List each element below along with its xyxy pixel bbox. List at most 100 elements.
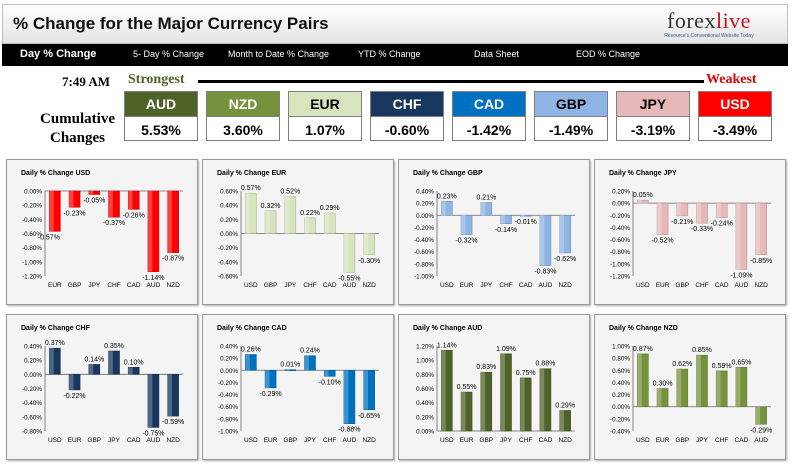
bar-highlight — [539, 368, 545, 431]
y-tick-label: -0.20% — [22, 203, 42, 210]
logo-accent: live — [715, 8, 751, 33]
bar-highlight — [696, 203, 701, 224]
x-tick-label: AUD — [147, 437, 161, 444]
logo-tagline: Resource's Conventional Website Today — [664, 33, 754, 39]
y-tick-label: -0.60% — [414, 249, 434, 256]
bar-highlight — [657, 388, 662, 407]
x-tick-label: EUR — [48, 282, 62, 289]
tab-bar: Day % Change 5- Day % Change Month to Da… — [2, 44, 788, 66]
tab-data-sheet[interactable]: Data Sheet — [474, 49, 520, 59]
x-tick-label: GBP — [283, 437, 297, 444]
y-tick-label: 0.20% — [416, 414, 434, 421]
bar-highlight — [284, 369, 290, 371]
data-label: 0.88% — [535, 361, 555, 368]
chart-panel: Daily % Change CHF 0.40% 0.20% 0.00% -0.20% -… — [6, 314, 198, 460]
currency-cumulative-value: -3.19% — [617, 116, 689, 141]
bar-chart: Daily % Change CAD 0.40% 0.20% 0.00% -0.20% -… — [217, 325, 380, 444]
data-label: -0.55% — [338, 275, 360, 282]
y-tick-label: 0.80% — [416, 372, 434, 379]
y-tick-label: -0.20% — [610, 416, 630, 423]
x-tick-label: NZD — [558, 282, 572, 289]
data-label: -0.52% — [651, 238, 673, 245]
cumulative-label: Cumulative Changes — [40, 110, 115, 148]
bar-highlight — [480, 372, 486, 431]
bar-highlight — [676, 203, 682, 216]
currency-cumulative-value: 1.07% — [289, 116, 361, 141]
tab-ytd-change[interactable]: YTD % Change — [358, 49, 421, 59]
currency-code: NZD — [207, 92, 279, 116]
y-tick-label: -0.60% — [22, 414, 42, 421]
y-tick-label: 0.20% — [220, 217, 238, 224]
bar-highlight — [88, 191, 94, 195]
tab-5-day-change[interactable]: 5- Day % Change — [133, 49, 205, 59]
data-label: 0.01% — [280, 362, 300, 369]
y-tick-label: 0.00% — [220, 231, 238, 238]
y-tick-label: -0.40% — [610, 429, 630, 436]
chart-panel: Daily % Change NZD 1.00% 0.80% 0.60% 0.40% 0.… — [594, 314, 786, 460]
bar — [264, 370, 277, 389]
y-tick-label: 0.00% — [612, 404, 630, 411]
y-tick-label: 0.40% — [220, 203, 238, 210]
bar-highlight — [245, 193, 250, 234]
currency-box-eur: EUR 1.07% — [288, 91, 362, 141]
data-label: 0.57% — [241, 185, 261, 192]
y-tick-label: -0.40% — [414, 237, 434, 244]
tab-eod-change[interactable]: EOD % Change — [576, 49, 641, 59]
x-tick-label: GBP — [675, 282, 689, 289]
data-label: 0.22% — [300, 210, 320, 217]
currency-box-aud: AUD 5.53% — [124, 91, 198, 141]
tab-month-to-date[interactable]: Month to Date % Change — [228, 49, 330, 59]
currency-cumulative-value: -3.49% — [699, 116, 771, 141]
bar-highlight — [559, 215, 565, 253]
currency-box-cad: CAD -1.42% — [452, 91, 526, 141]
bar-highlight — [147, 191, 153, 272]
x-tick-label: NZD — [166, 282, 180, 289]
bar — [460, 391, 473, 432]
x-tick-label: AUD — [343, 282, 357, 289]
x-tick-label: USD — [440, 437, 454, 444]
bar-highlight — [128, 367, 133, 375]
data-label: -0.65% — [358, 413, 380, 420]
bar-highlight — [500, 353, 505, 431]
x-tick-label: JPY — [284, 282, 297, 289]
bar-highlight — [324, 370, 329, 377]
data-label: 0.59% — [712, 363, 732, 370]
data-label: -0.37% — [103, 220, 125, 227]
x-tick-label: JPY — [108, 437, 121, 444]
strength-rule — [198, 80, 704, 83]
chart-title: Daily % Change JPY — [609, 170, 677, 177]
bar — [323, 212, 336, 234]
tab-day-change[interactable]: Day % Change — [20, 48, 97, 60]
data-label: -0.59% — [162, 419, 184, 426]
data-label: 0.87% — [633, 346, 653, 353]
bar-highlight — [500, 215, 505, 224]
x-tick-label: NZD — [362, 282, 376, 289]
x-tick-label: JPY — [480, 282, 493, 289]
x-tick-label: USD — [636, 282, 650, 289]
data-label: 0.55% — [457, 384, 477, 391]
bar — [696, 202, 708, 224]
x-tick-label: NZD — [558, 437, 572, 444]
y-tick-label: -0.40% — [218, 259, 238, 266]
x-tick-label: EUR — [68, 437, 82, 444]
currency-box-nzd: NZD 3.60% — [206, 91, 280, 141]
x-tick-label: CHF — [519, 437, 532, 444]
x-tick-label: USD — [244, 282, 258, 289]
x-tick-label: GBP — [264, 282, 278, 289]
x-tick-label: EUR — [264, 437, 278, 444]
bar-highlight — [676, 369, 682, 407]
bar-highlight — [304, 355, 309, 371]
y-tick-label: 0.00% — [416, 213, 434, 220]
chart-panel: Daily % Change USD 0.00% -0.20% -0.40% -0.60… — [6, 159, 198, 305]
data-label: 1.09% — [496, 346, 516, 353]
data-label: 0.23% — [437, 193, 457, 200]
y-tick-label: -0.80% — [414, 261, 434, 268]
y-tick-label: -0.80% — [22, 245, 42, 252]
currency-code: JPY — [617, 92, 689, 116]
bar — [460, 215, 473, 235]
chart-title: Daily % Change GBP — [413, 170, 483, 177]
y-tick-label: 0.20% — [612, 392, 630, 399]
bar-chart: Daily % Change EUR 0.60% 0.40% 0.20% 0.00% -0… — [217, 170, 380, 289]
x-tick-label: USD — [244, 437, 258, 444]
currency-code: USD — [699, 92, 771, 116]
